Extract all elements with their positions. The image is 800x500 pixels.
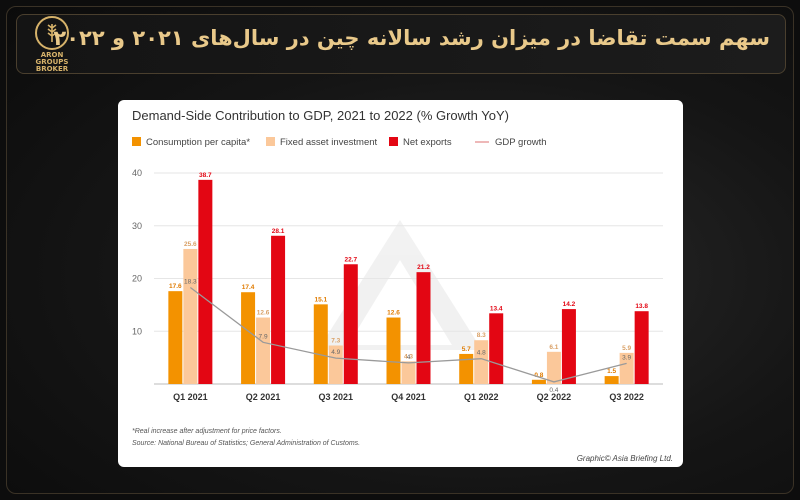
bar-value-label: 12.6 [257,310,270,317]
gdp-value-label: 4.8 [477,350,486,357]
bar-value-label: 1.5 [607,368,616,375]
bar-value-label: 14.2 [563,301,576,308]
bar-value-label: 5.7 [462,346,471,353]
bar-value-label: 8.3 [477,332,486,339]
chart-card: Demand-Side Contribution to GDP, 2021 to… [118,100,683,467]
bars: 17.6 25.6 38.7 17.4 12.6 28.1 15.1 7.3 22.7 12.6 4… [168,172,649,384]
gdp-growth-line [189,286,627,383]
gdp-value-label: 7.9 [259,333,268,340]
x-tick-label: Q4 2021 [391,392,426,402]
bar [604,376,619,384]
bar [198,179,213,384]
bar [271,235,286,384]
y-tick-label: 10 [132,326,142,336]
bar [459,353,474,384]
bar-value-label: 13.8 [635,303,648,310]
legend-swatch [389,137,398,146]
x-tick-label: Q1 2022 [464,392,499,402]
bar-value-label: 17.6 [169,283,182,290]
bar [386,317,401,384]
bar-value-label: 22.7 [344,256,357,263]
bar-value-label: 13.4 [490,305,503,312]
bar-value-label: 0.8 [534,372,543,379]
bar-value-label: 25.6 [184,241,197,248]
footnote: *Real increase after adjustment for pric… [132,428,282,435]
aron-logo: ARON GROUPS BROKER [24,16,80,76]
legend-swatch [266,137,275,146]
wheat-icon [35,16,69,50]
bar [489,313,504,384]
legend-label: Consumption per capita* [146,137,250,148]
legend-label: GDP growth [495,137,547,148]
page-title: سهم سمت تقاضا در میزان رشد سالانه چین در… [53,26,770,50]
bar [241,292,256,384]
gdp-value-label: 18.3 [184,278,197,285]
gdp-line: 18.3 7.9 4.9 4 4.8 0.4 3.9 [184,278,632,393]
source: Source: National Bureau of Statistics; G… [132,440,360,447]
bar [619,352,634,384]
legend-label: Fixed asset investment [280,137,378,148]
bar-value-label: 15.1 [314,296,327,303]
bar [343,264,358,384]
bar-value-label: 21.2 [417,264,430,271]
bar-value-label: 28.1 [272,228,285,235]
grid: 10 20 30 40 [132,168,663,385]
logo-text: ARON GROUPS BROKER [35,51,69,73]
bar [474,340,489,384]
x-tick-label: Q1 2021 [173,392,208,402]
bar [634,311,649,384]
bar-value-label: 5.9 [622,345,631,352]
bar [313,304,328,384]
bar-value-label: 17.4 [242,284,255,291]
credit: Graphic© Asia Briefing Ltd. [577,454,673,463]
bar-value-label: 12.6 [387,310,400,317]
bar [416,272,431,384]
bar [401,361,416,384]
bar-value-label: 38.7 [199,172,212,179]
bar [183,248,198,384]
chart-title: Demand-Side Contribution to GDP, 2021 to… [132,108,509,123]
legend: Consumption per capita* Fixed asset inves… [132,137,547,148]
legend-swatch [132,137,141,146]
bar-value-label: 4.3 [404,353,413,360]
bar-value-label: 6.1 [549,344,558,351]
y-tick-label: 40 [132,168,142,178]
y-tick-label: 30 [132,221,142,231]
x-tick-label: Q3 2021 [319,392,354,402]
bar [531,379,546,384]
x-axis-labels: Q1 2021 Q2 2021 Q3 2021 Q4 2021 Q1 2022 Q2 20… [173,392,644,402]
header-bar [16,14,786,74]
gdp-value-label: 4 [407,354,411,361]
gdp-value-label: 0.4 [549,387,558,394]
bar [256,317,271,384]
bar [168,291,183,384]
bar [561,309,576,384]
y-tick-label: 20 [132,274,142,284]
gdp-value-label: 3.9 [622,354,631,361]
x-tick-label: Q2 2022 [537,392,572,402]
bar [546,351,561,384]
gdp-value-label: 4.9 [331,349,340,356]
chart: Demand-Side Contribution to GDP, 2021 to… [132,108,673,463]
legend-label: Net exports [403,137,452,148]
x-tick-label: Q3 2022 [609,392,644,402]
x-tick-label: Q2 2021 [246,392,281,402]
bar [328,345,343,384]
bar-value-label: 7.3 [331,337,340,344]
